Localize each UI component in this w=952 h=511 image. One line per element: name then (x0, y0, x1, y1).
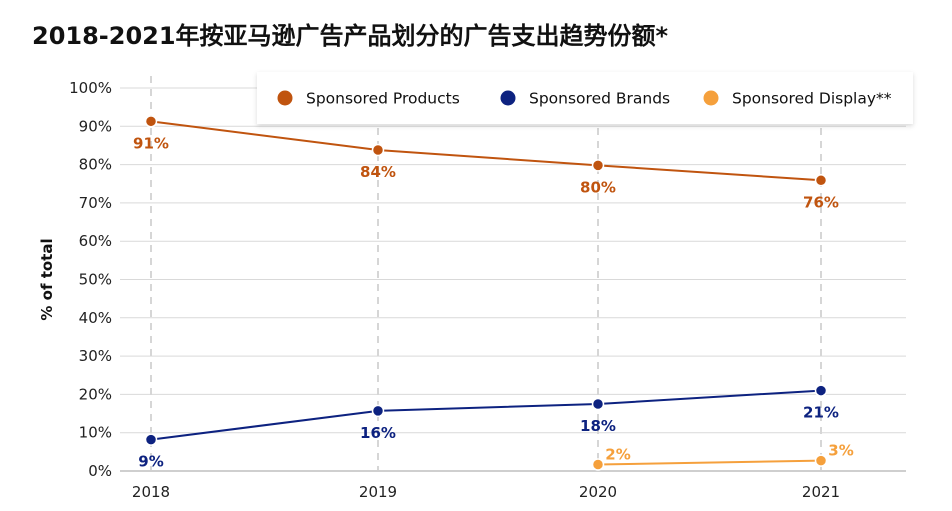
data-labels: 91% 84% 80% 76% 9% 16% 18% 21% 2% 3% (133, 134, 854, 470)
data-label: 16% (360, 424, 396, 442)
data-point (814, 384, 828, 397)
data-label: 3% (828, 442, 853, 460)
data-point (591, 458, 605, 471)
y-tick-label: 20% (79, 385, 112, 403)
data-point (591, 397, 605, 411)
data-label: 21% (803, 404, 839, 422)
y-tick-label: 0% (88, 462, 112, 480)
data-point (371, 404, 385, 418)
series-line-1 (150, 389, 822, 441)
y-tick-label: 80% (79, 156, 112, 174)
x-tick-labels: 2018 2019 2020 2021 (132, 483, 840, 501)
y-tick-labels: 0% 10% 20% 30% 40% 50% 60% 70% 80% 90% 100% (69, 79, 112, 480)
x-guide-lines (150, 76, 822, 471)
series-layer (144, 115, 828, 471)
legend-marker (500, 90, 516, 106)
legend-items: Sponsored Products Sponsored Brands Sponso… (277, 90, 892, 108)
data-point (144, 433, 158, 446)
data-label: 9% (138, 453, 163, 471)
legend-marker (277, 90, 293, 106)
legend-label: Sponsored Products (306, 90, 460, 108)
data-label: 84% (360, 163, 396, 181)
legend-box (257, 72, 913, 124)
y-tick-label: 70% (79, 194, 112, 212)
x-tick-label: 2020 (579, 483, 617, 501)
data-point (371, 143, 385, 157)
data-label: 76% (803, 193, 839, 211)
data-label: 2% (605, 445, 630, 463)
legend-label: Sponsored Display** (732, 90, 892, 108)
chart-title: 2018-2021年按亚马逊广告产品划分的广告支出趋势份额* (32, 22, 669, 50)
x-tick-label: 2018 (132, 483, 170, 501)
data-label: 91% (133, 134, 169, 152)
y-tick-label: 100% (69, 79, 112, 97)
series-line-2 (597, 459, 822, 466)
data-point (591, 159, 605, 172)
y-axis-label: % of total (38, 238, 56, 320)
y-tick-label: 60% (79, 232, 112, 250)
legend-label: Sponsored Brands (529, 90, 670, 108)
data-point (144, 115, 158, 128)
grid-lines (120, 87, 906, 434)
y-tick-label: 40% (79, 309, 112, 327)
legend: Sponsored Products Sponsored Brands Sponso… (257, 72, 913, 124)
data-point (814, 454, 828, 467)
y-tick-label: 90% (79, 117, 112, 135)
data-label: 18% (580, 417, 616, 435)
y-tick-label: 30% (79, 347, 112, 365)
data-label: 80% (580, 178, 616, 196)
y-tick-label: 50% (79, 271, 112, 289)
x-tick-label: 2021 (802, 483, 840, 501)
legend-marker (703, 90, 719, 106)
series-line-0 (150, 120, 822, 182)
data-point (814, 174, 828, 187)
y-tick-label: 10% (79, 424, 112, 442)
x-tick-label: 2019 (359, 483, 397, 501)
